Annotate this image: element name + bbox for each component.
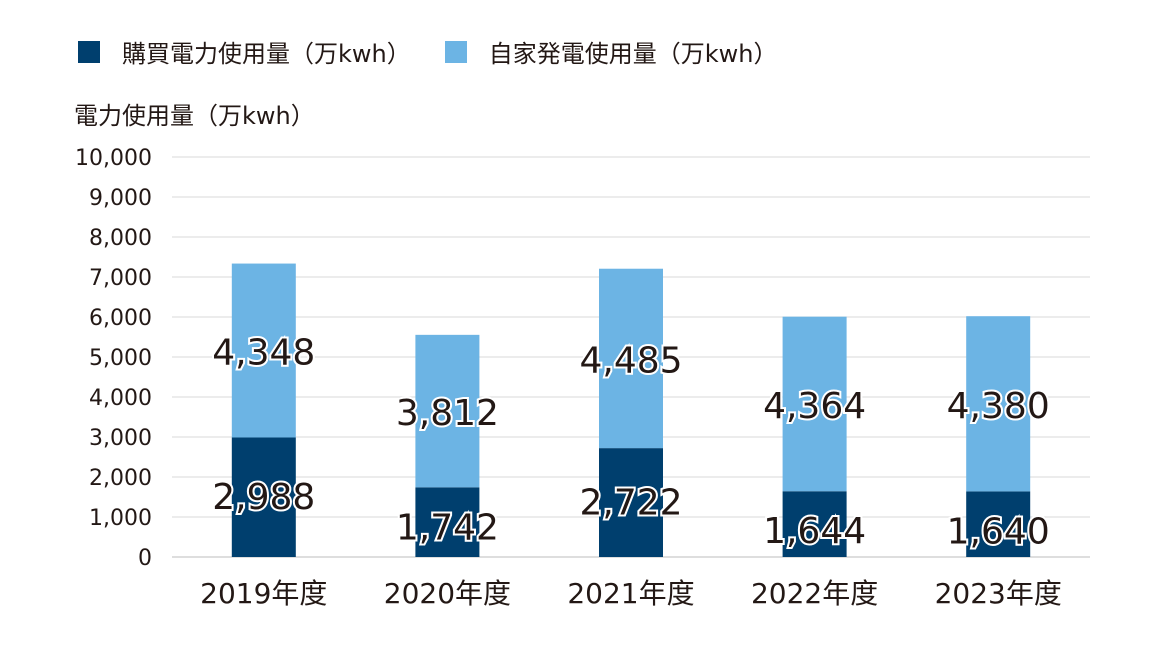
bar-segment-purchased bbox=[599, 448, 663, 557]
y-tick-label: 2,000 bbox=[89, 466, 152, 491]
legend-item-self-generated: 自家発電使用量（万kwh） bbox=[444, 34, 778, 69]
legend: 購買電力使用量（万kwh） 自家発電使用量（万kwh） bbox=[78, 34, 812, 69]
legend-label-purchased: 購買電力使用量（万kwh） bbox=[122, 40, 411, 68]
bar-segment-purchased bbox=[231, 437, 296, 557]
data-label-purchased: 1,644 bbox=[763, 511, 866, 552]
data-label-self-generated: 3,812 bbox=[396, 393, 499, 434]
bar-segment-self-generated bbox=[966, 316, 1031, 492]
y-tick-label: 6,000 bbox=[89, 306, 152, 331]
y-tick-label: 8,000 bbox=[89, 226, 152, 251]
data-label-self-generated: 4,364 bbox=[763, 386, 866, 427]
x-tick-label: 2022年度 bbox=[751, 577, 878, 610]
bar-segment-self-generated bbox=[415, 334, 480, 488]
y-tick-label: 9,000 bbox=[89, 186, 152, 211]
y-axis-title: 電力使用量（万kwh） bbox=[74, 102, 315, 130]
y-tick-label: 4,000 bbox=[89, 386, 152, 411]
y-tick-label: 1,000 bbox=[89, 506, 152, 531]
data-label-purchased: 1,640 bbox=[947, 511, 1050, 552]
x-tick-label: 2021年度 bbox=[567, 577, 694, 610]
x-tick-label: 2023年度 bbox=[935, 577, 1062, 610]
data-label-purchased: 2,722 bbox=[579, 483, 682, 524]
bar-segment-self-generated bbox=[599, 268, 663, 449]
legend-swatch-purchased bbox=[78, 40, 100, 63]
data-label-self-generated: 4,348 bbox=[212, 333, 315, 374]
bar-segment-self-generated bbox=[231, 263, 296, 438]
bar-segment-purchased bbox=[782, 491, 847, 557]
legend-item-purchased: 購買電力使用量（万kwh） bbox=[78, 34, 411, 69]
x-tick-label: 2019年度 bbox=[200, 577, 327, 610]
data-label-self-generated: 4,380 bbox=[947, 386, 1050, 427]
bar-segment-purchased bbox=[966, 491, 1031, 557]
legend-swatch-self-generated bbox=[444, 40, 467, 63]
bar-segment-self-generated bbox=[782, 316, 847, 492]
data-label-purchased: 1,742 bbox=[396, 507, 499, 548]
y-tick-label: 0 bbox=[138, 546, 152, 571]
y-tick-label: 10,000 bbox=[75, 146, 152, 171]
y-tick-label: 3,000 bbox=[89, 426, 152, 451]
y-tick-label: 5,000 bbox=[89, 346, 152, 371]
x-tick-label: 2020年度 bbox=[384, 577, 511, 610]
legend-label-self-generated: 自家発電使用量（万kwh） bbox=[488, 40, 778, 68]
data-label-self-generated: 4,485 bbox=[579, 340, 682, 381]
data-label-purchased: 2,988 bbox=[212, 477, 315, 518]
y-tick-label: 7,000 bbox=[89, 266, 152, 291]
bar-segment-purchased bbox=[415, 487, 480, 557]
